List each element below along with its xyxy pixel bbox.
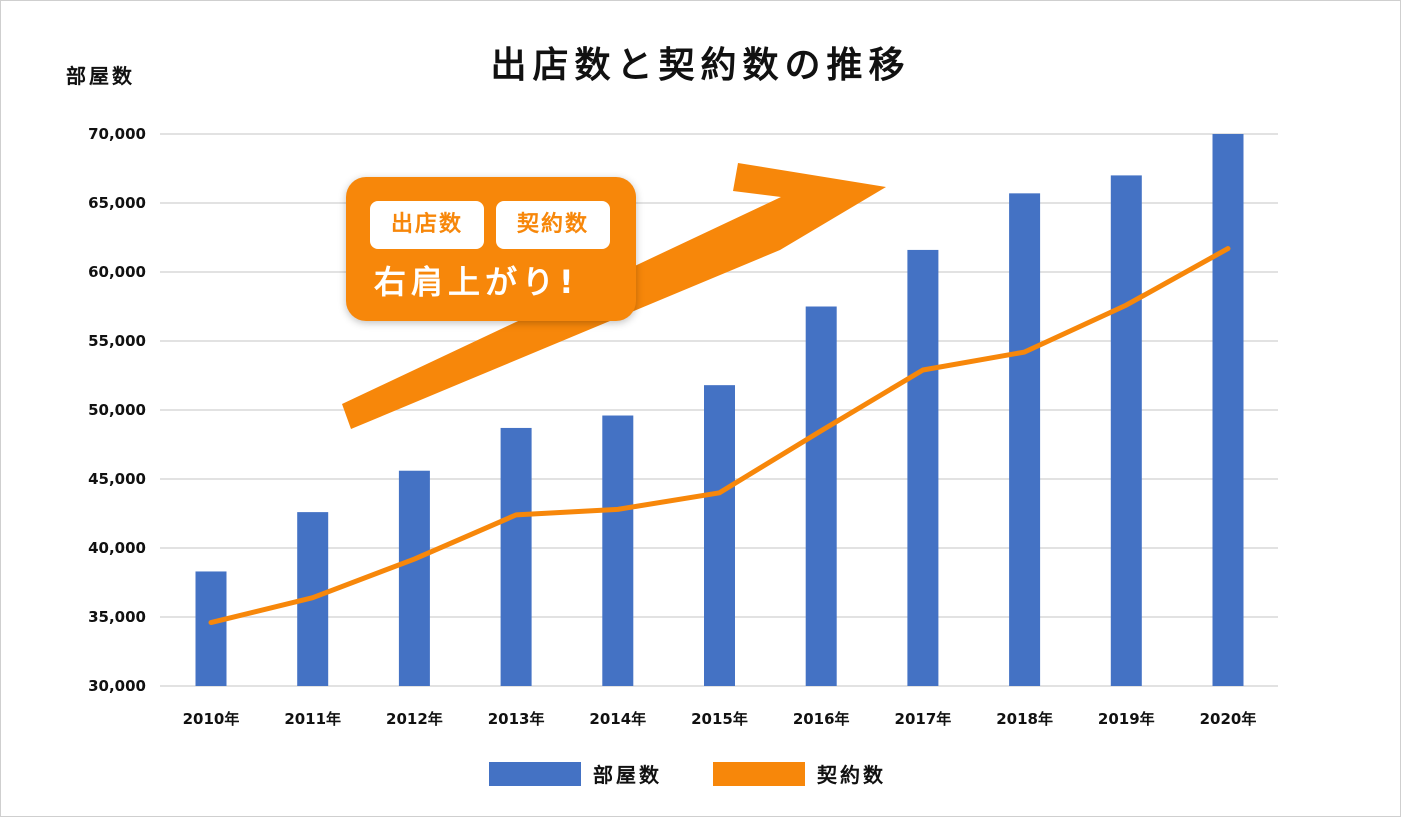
legend-label: 契約数 xyxy=(816,763,886,787)
y-axis-label: 部屋数 xyxy=(66,64,135,88)
bar-rooms xyxy=(1110,175,1142,686)
bar-rooms xyxy=(398,470,430,686)
y-tick-label: 60,000 xyxy=(88,263,146,281)
y-tick-label: 30,000 xyxy=(88,677,146,695)
x-tick-label: 2018年 xyxy=(996,710,1053,728)
y-tick-label: 40,000 xyxy=(88,539,146,557)
x-tick-label: 2011年 xyxy=(284,710,341,728)
x-tick-label: 2010年 xyxy=(183,710,240,728)
x-tick-label: 2015年 xyxy=(691,710,748,728)
x-tick-label: 2012年 xyxy=(386,710,443,728)
bar-rooms xyxy=(500,427,532,686)
bar-rooms xyxy=(805,306,837,686)
chart-title: 出店数と契約数の推移 xyxy=(490,45,911,86)
x-tick-label: 2013年 xyxy=(488,710,545,728)
legend-label: 部屋数 xyxy=(593,763,662,787)
bar-rooms xyxy=(195,571,227,686)
bar-rooms xyxy=(1212,134,1244,686)
annotation-text: 右肩上がり! xyxy=(374,263,579,301)
x-tick-label: 2020年 xyxy=(1200,710,1257,728)
x-tick-label: 2014年 xyxy=(589,710,646,728)
bar-rooms xyxy=(704,385,735,686)
x-tick-label: 2016年 xyxy=(793,710,850,728)
legend-swatch xyxy=(713,762,805,786)
x-tick-label: 2017年 xyxy=(895,710,952,728)
y-tick-label: 45,000 xyxy=(88,470,146,488)
annotation-tag-stores: 出店数 xyxy=(370,201,484,249)
y-tick-label: 55,000 xyxy=(88,332,146,350)
annotation-callout: 出店数 契約数 右肩上がり! xyxy=(346,177,636,321)
legend-swatch xyxy=(489,762,581,786)
y-tick-label: 50,000 xyxy=(88,401,146,419)
line-contracts xyxy=(208,246,1231,626)
bar-rooms xyxy=(602,415,634,686)
y-tick-label: 70,000 xyxy=(88,125,146,143)
y-tick-label: 65,000 xyxy=(88,194,146,212)
x-tick-label: 2019年 xyxy=(1098,710,1155,728)
bar-rooms xyxy=(1009,193,1041,686)
annotation-tag-contracts: 契約数 xyxy=(496,201,610,249)
bar-rooms xyxy=(907,249,939,687)
y-tick-label: 35,000 xyxy=(88,608,146,626)
